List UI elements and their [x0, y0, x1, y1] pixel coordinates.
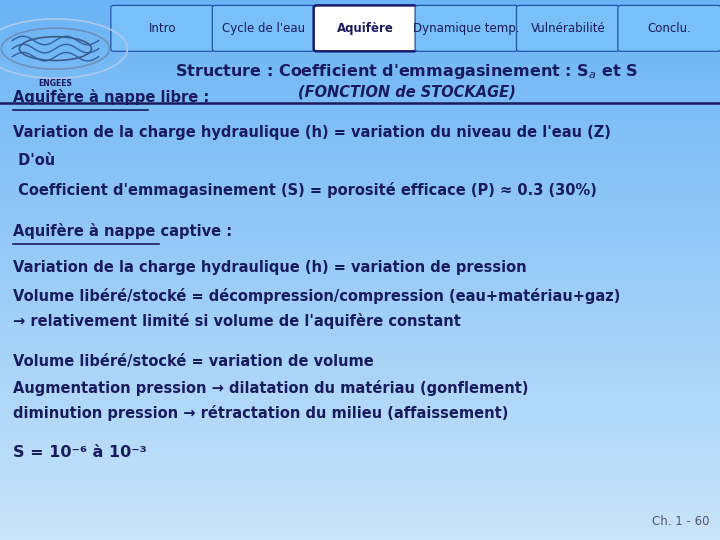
FancyBboxPatch shape — [516, 5, 619, 51]
Text: D'où: D'où — [13, 153, 55, 168]
Text: Structure : Coefficient d'emmagasinement : S$_a$ et S: Structure : Coefficient d'emmagasinement… — [176, 62, 638, 81]
FancyBboxPatch shape — [314, 5, 416, 51]
Text: Intro: Intro — [148, 22, 176, 35]
Text: Ch. 1 - 60: Ch. 1 - 60 — [652, 515, 709, 528]
Text: Volume libéré/stocké = variation de volume: Volume libéré/stocké = variation de volu… — [13, 354, 374, 369]
Text: diminution pression → rétractation du milieu (affaissement): diminution pression → rétractation du mi… — [13, 405, 508, 421]
Text: Dynamique temp.: Dynamique temp. — [413, 22, 520, 35]
Text: Variation de la charge hydraulique (h) = variation du niveau de l'eau (Z): Variation de la charge hydraulique (h) =… — [13, 125, 611, 140]
FancyBboxPatch shape — [618, 5, 720, 51]
Text: Augmentation pression → dilatation du matériau (gonflement): Augmentation pression → dilatation du ma… — [13, 380, 528, 396]
Text: ENGEES: ENGEES — [38, 79, 73, 88]
FancyBboxPatch shape — [212, 5, 315, 51]
Text: Volume libéré/stocké = décompression/compression (eau+matériau+gaz): Volume libéré/stocké = décompression/com… — [13, 288, 621, 304]
FancyBboxPatch shape — [111, 5, 214, 51]
Text: Coefficient d'emmagasinement (S) = porosité efficace (P) ≈ 0.3 (30%): Coefficient d'emmagasinement (S) = poros… — [13, 182, 597, 198]
Text: Vulnérabilité: Vulnérabilité — [531, 22, 606, 35]
FancyBboxPatch shape — [415, 5, 518, 51]
Text: Cycle de l'eau: Cycle de l'eau — [222, 22, 305, 35]
Text: (FONCTION de STOCKAGE): (FONCTION de STOCKAGE) — [298, 84, 516, 99]
Text: Conclu.: Conclu. — [647, 22, 691, 35]
Text: Aquifère: Aquifère — [337, 22, 394, 35]
Text: Variation de la charge hydraulique (h) = variation de pression: Variation de la charge hydraulique (h) =… — [13, 260, 526, 275]
Text: S = 10⁻⁶ à 10⁻³: S = 10⁻⁶ à 10⁻³ — [13, 445, 147, 460]
Text: → relativement limité si volume de l'aquifère constant: → relativement limité si volume de l'aqu… — [13, 313, 461, 329]
Text: Aquifère à nappe captive :: Aquifère à nappe captive : — [13, 223, 232, 239]
Text: Aquifère à nappe libre :: Aquifère à nappe libre : — [13, 89, 210, 105]
